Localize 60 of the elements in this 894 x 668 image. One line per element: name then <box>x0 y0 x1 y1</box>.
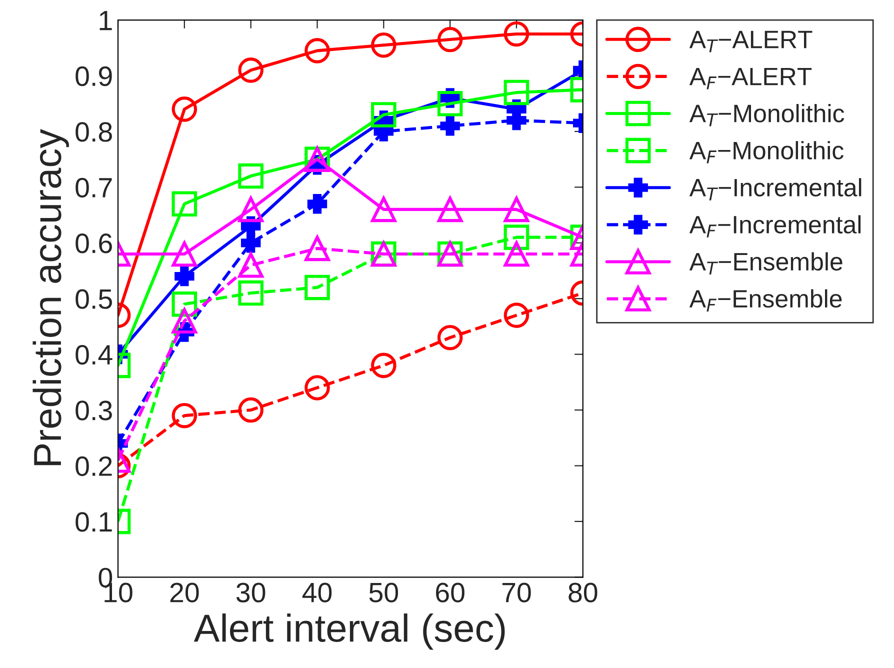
point <box>371 32 396 58</box>
x-tick-label: 70 <box>502 582 531 602</box>
legend-label: A$_{F}$−Ensemble <box>689 289 842 312</box>
point <box>238 252 264 278</box>
x-tick-label: 80 <box>568 582 598 602</box>
point <box>238 163 264 189</box>
legend-label: A$_{T}$−Ensemble <box>689 252 842 274</box>
point <box>437 196 463 222</box>
point <box>172 241 198 267</box>
point <box>504 196 530 222</box>
x-tick-label: 30 <box>236 582 266 602</box>
x-tick-label: 50 <box>369 582 398 602</box>
y-tick-label: 0.7 <box>76 178 112 198</box>
point <box>240 233 261 253</box>
legend-label: A$_{F}$−ALERT <box>689 68 812 90</box>
point <box>238 58 264 83</box>
point <box>238 397 264 423</box>
point <box>304 274 330 300</box>
point <box>174 266 194 286</box>
point <box>172 402 198 428</box>
y-tick-label: 0.3 <box>76 400 112 420</box>
y-tick-label: 0.8 <box>76 122 112 142</box>
point <box>504 302 530 328</box>
y-tick-label: 0.4 <box>76 344 112 365</box>
point <box>172 191 198 217</box>
y-tick-label: 0.6 <box>76 234 112 254</box>
legend-label: A$_{T}$−Monolithic <box>689 104 844 126</box>
point <box>440 116 460 136</box>
legend-label: A$_{F}$−Monolithic <box>689 141 844 164</box>
point <box>307 194 328 214</box>
point <box>504 224 530 250</box>
point <box>437 90 463 116</box>
legend-label: A$_{T}$−ALERT <box>689 30 812 52</box>
y-axis-title: Prediction accuracy <box>32 128 69 466</box>
legend-label: A$_{T}$−Incremental <box>689 178 862 200</box>
point <box>304 375 330 400</box>
point <box>304 236 330 262</box>
point <box>304 38 330 64</box>
x-tick-label: 60 <box>436 582 464 602</box>
point <box>504 80 530 106</box>
y-tick-label: 1 <box>100 10 112 30</box>
point <box>437 26 463 52</box>
point <box>172 96 198 122</box>
y-tick-label: 0.9 <box>76 66 112 86</box>
x-axis-title: Alert interval (sec) <box>194 613 505 650</box>
point <box>504 21 530 47</box>
point <box>371 196 396 222</box>
legend-label: A$_{F}$−Incremental <box>689 215 861 238</box>
point <box>172 308 198 334</box>
point <box>371 102 396 128</box>
y-tick-label: 0.2 <box>76 456 112 476</box>
x-tick-label: 20 <box>170 582 199 602</box>
x-tick-label: 40 <box>302 582 332 602</box>
point <box>238 280 264 306</box>
point <box>437 324 463 350</box>
y-tick-label: 0.1 <box>76 512 112 532</box>
point <box>238 196 264 222</box>
y-tick-label: 0.5 <box>76 289 112 309</box>
point <box>371 352 396 378</box>
point <box>504 241 530 267</box>
